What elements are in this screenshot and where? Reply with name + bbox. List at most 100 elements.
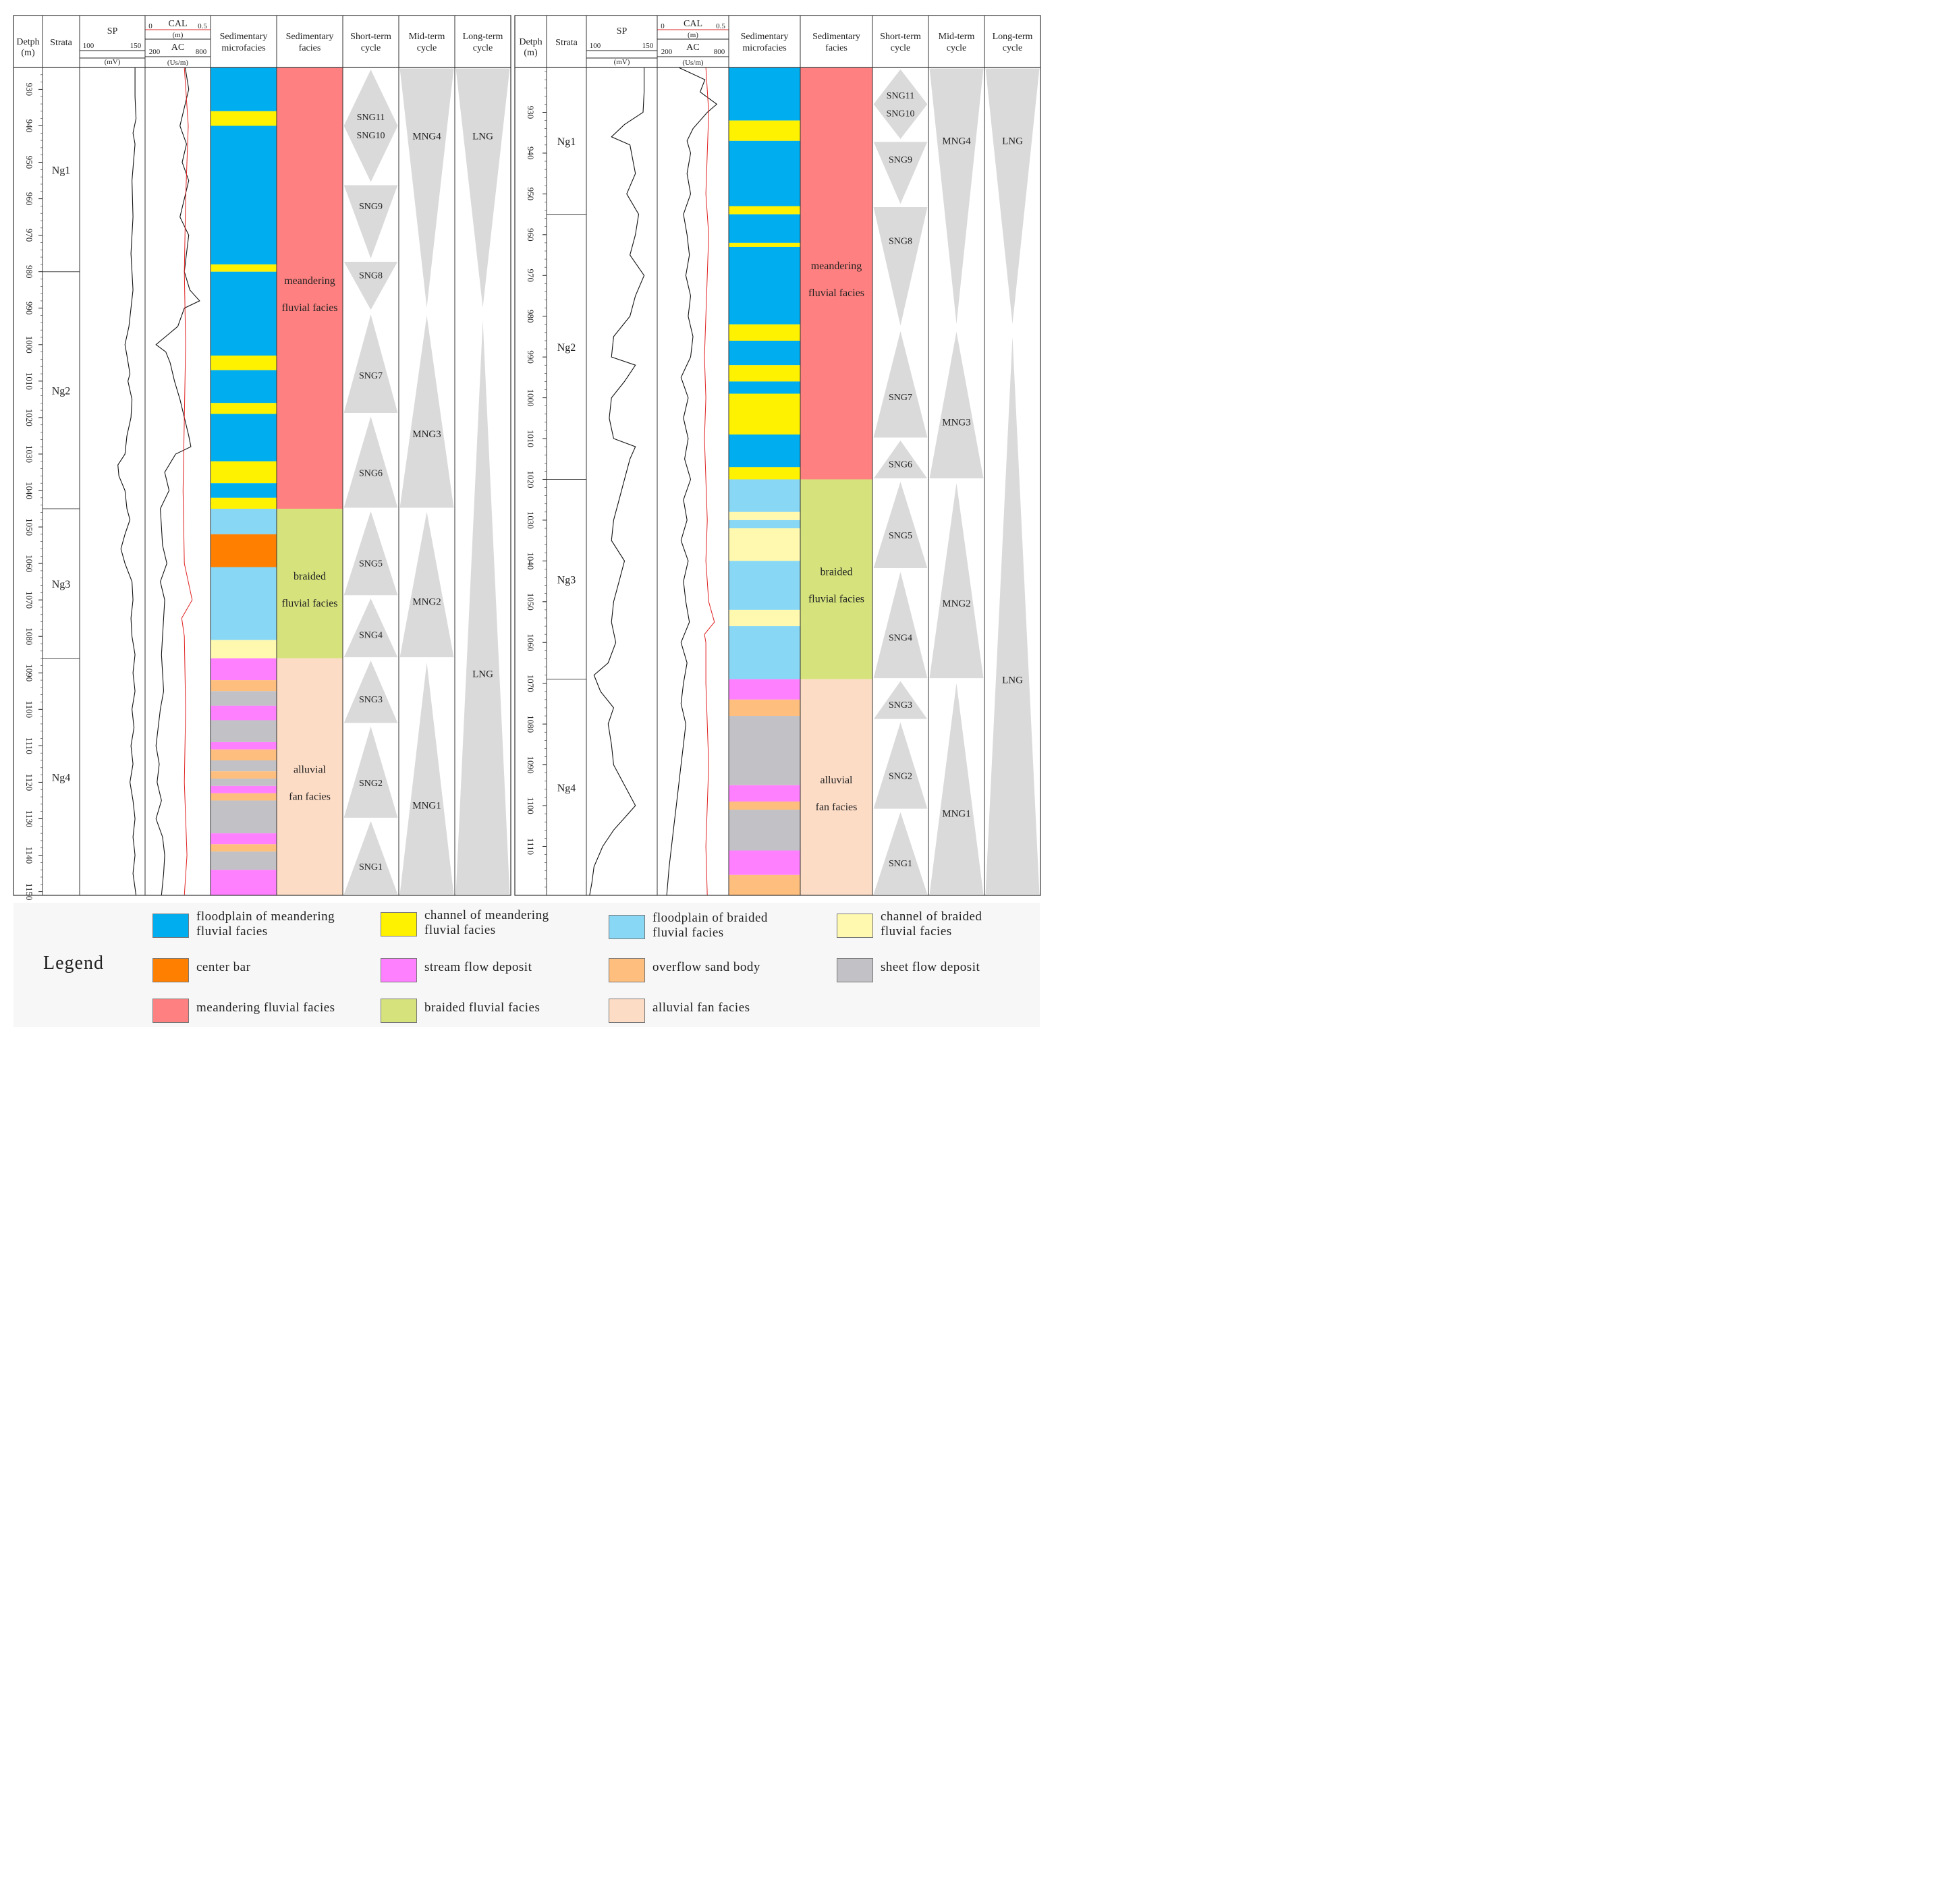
depth-tick-label: 1150 [24,883,34,901]
header-microfacies-line: Sedimentary [220,32,268,42]
short-term-cycle-label: SNG6 [889,460,912,470]
short-term-cycle-shape [343,596,399,659]
short-term-cycle-shape [343,819,399,895]
legend-swatch [609,999,645,1023]
legend-label: floodplain of meandering fluvial facies [196,909,335,939]
depth-tick-label: 1050 [24,518,34,536]
depth-tick-label: 960 [526,228,536,242]
header-long-term-line: Long-term [463,32,503,42]
panel-grid [13,15,511,896]
microfacies-band [211,111,277,126]
strata-label: Ng3 [557,575,576,586]
header-strata: Strata [50,38,72,48]
microfacies-band [211,403,277,414]
depth-tick-label: 960 [24,192,34,206]
microfacies-band [729,679,800,700]
microfacies-band [211,414,277,461]
depth-tick-label: 970 [526,269,536,283]
header-short-term-line: cycle [891,43,911,53]
short-term-cycle-shape [343,184,399,260]
microfacies-band [211,720,277,742]
mid-term-cycle-label: MNG1 [942,808,971,819]
microfacies-band [211,771,277,779]
depth-tick-label: 1030 [24,445,34,463]
legend-swatch [381,912,417,936]
header-cal-title: CAL [169,19,188,29]
short-term-cycle: SNG11 SNG10 SNG9 SNG8 SNG7 SNG6 SNG5 SNG4 SNG3 SN… [343,67,399,895]
mid-term-cycle-label: MNG4 [942,136,971,146]
legend-swatch [837,958,873,982]
microfacies-band [211,779,277,786]
header-ac-title: AC [686,43,699,53]
legend-item: floodplain of braided fluvial facies [609,911,825,941]
short-term-cycle-shape [343,414,399,509]
header-cal-left: 0 [148,22,152,30]
facies-label: alluvial fan facies [289,764,331,802]
microfacies-band [729,716,800,785]
mid-term-cycle-shape [399,659,455,895]
legend-label: meandering fluvial facies [196,1001,335,1015]
short-term-cycle: SNG11 SNG10 SNG9 SNG8 SNG7 SNG6 SNG5 SNG4 SNG3 SN… [872,68,928,895]
facies-band [277,509,343,659]
mid-term-cycle-shape [928,67,984,327]
microfacies-band [211,844,277,852]
facies-column: meandering fluvial facies braided fluvial f… [277,67,343,895]
mid-term-cycle-label: MNG1 [412,800,441,811]
short-term-cycle-label: SNG1 [359,862,383,872]
depth-tick-label: 1040 [24,482,34,499]
header-facies-line: Sedimentary [812,32,860,42]
strata-label: Ng4 [557,783,576,794]
microfacies-band [729,609,800,627]
legend-item: channel of braided fluvial facies [837,909,1053,939]
microfacies-band [729,626,800,679]
microfacies-band [729,810,800,851]
header-ac-right: 800 [714,48,725,56]
strata-label: Ng3 [52,579,71,590]
header-short-term-line: Short-term [350,32,391,42]
header-cal-unit: (m) [173,31,184,39]
short-term-cycle-label: SNG7 [359,371,383,381]
legend-title: Legend [43,953,104,974]
microfacies-band [211,658,277,681]
header-ac-unit: (Us/m) [682,59,704,67]
microfacies-band [211,705,277,721]
short-term-cycle-label: SNG1 [889,859,912,869]
facies-label-line: meandering [811,260,862,272]
sp-curve [589,67,645,896]
depth-tick-label: 930 [526,106,536,119]
panel-grid [514,15,1041,896]
ac-curve [666,67,718,896]
header-depth: Detph(m) [519,37,542,58]
header-short-term-line: cycle [361,43,381,53]
header-microfacies-line: microfacies [742,43,786,53]
long-term-cycle: LNG LNG [984,67,1040,895]
header-mid-term-line: cycle [947,43,967,53]
microfacies-band [211,691,277,706]
microfacies-band [211,749,277,761]
facies-band [800,679,872,895]
strata-label: Ng4 [52,772,71,783]
short-term-cycle-label: SNG11 [887,91,915,101]
header-depth-line: (m) [21,48,35,58]
facies-label-line: alluvial [821,775,854,786]
depth-tick-label: 1120 [24,774,34,791]
header-sp-left: 100 [590,42,601,50]
depth-column: 930 940 950 960 970 980 990 1000 1010 1020 1030 104… [24,67,43,900]
strata-label: Ng2 [557,342,576,354]
mid-term-cycle-shape [399,67,455,311]
header-ac-right: 800 [196,48,207,56]
long-term-cycle-shape [455,67,511,311]
long-term-cycle-label: LNG [472,669,493,679]
microfacies-band [211,497,277,509]
header-strata: Strata [555,38,578,48]
legend-item: channel of meandering fluvial facies [381,908,596,938]
microfacies-band [211,509,277,534]
depth-tick-label: 1000 [526,389,536,407]
microfacies-band [211,870,277,895]
microfacies-band [729,67,800,121]
short-term-cycle-shape [343,67,399,184]
